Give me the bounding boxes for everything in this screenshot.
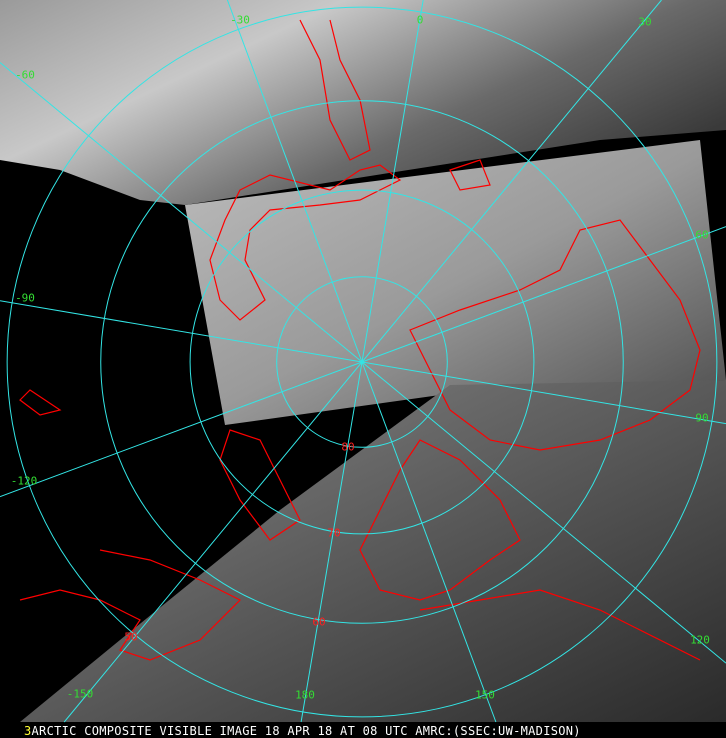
longitude-line (226, 0, 363, 363)
longitude-label: 0 (416, 13, 424, 27)
caption-text: ARCTIC COMPOSITE VISIBLE IMAGE 18 APR 18… (31, 724, 581, 738)
latitude-label: 70 (327, 526, 341, 540)
longitude-line (63, 361, 363, 723)
longitude-line (361, 361, 726, 425)
coastline (449, 159, 491, 191)
longitude-line (361, 361, 497, 723)
latitude-label: 60 (312, 615, 326, 629)
visible-bottom-region (20, 380, 726, 722)
coastline (19, 549, 242, 661)
longitude-line (0, 62, 363, 363)
longitude-line (361, 0, 662, 363)
latitude-circle (6, 6, 718, 718)
coastline (359, 439, 521, 601)
longitude-label: -120 (10, 474, 38, 488)
longitude-label: -30 (230, 13, 250, 27)
longitude-label: 30 (638, 15, 652, 29)
coastline (19, 389, 62, 416)
coastlines (19, 19, 701, 661)
longitude-label: 150 (475, 688, 495, 702)
longitude-label: -150 (66, 687, 94, 701)
longitude-line (300, 361, 363, 723)
image-caption: 3ARCTIC COMPOSITE VISIBLE IMAGE 18 APR 1… (0, 724, 726, 738)
longitude-label: -60 (15, 68, 35, 82)
longitude-line (361, 0, 424, 363)
imagery (0, 0, 726, 722)
visible-swath (185, 140, 726, 425)
longitude-label: 90 (695, 411, 709, 425)
longitude-line (361, 226, 726, 363)
cloud-region-top (0, 0, 726, 205)
longitude-line (0, 300, 363, 363)
latitude-label: 80 (341, 440, 355, 454)
coastline (409, 219, 701, 451)
longitude-label: 120 (690, 633, 710, 647)
latitude-circle (189, 189, 535, 535)
longitude-line (361, 361, 726, 664)
coastline (419, 589, 701, 661)
coastline (299, 19, 371, 161)
latitude-label: 50 (124, 630, 138, 644)
frame-number: 3 (24, 724, 32, 738)
longitude-line (0, 361, 363, 498)
longitude-label: -90 (15, 291, 35, 305)
graticule (0, 0, 726, 723)
longitude-label: 60 (695, 228, 709, 242)
coastline (209, 164, 402, 321)
longitude-label: 180 (295, 688, 315, 702)
latitude-circle (100, 100, 624, 624)
coastline (219, 429, 301, 541)
latitude-circle (276, 276, 448, 448)
